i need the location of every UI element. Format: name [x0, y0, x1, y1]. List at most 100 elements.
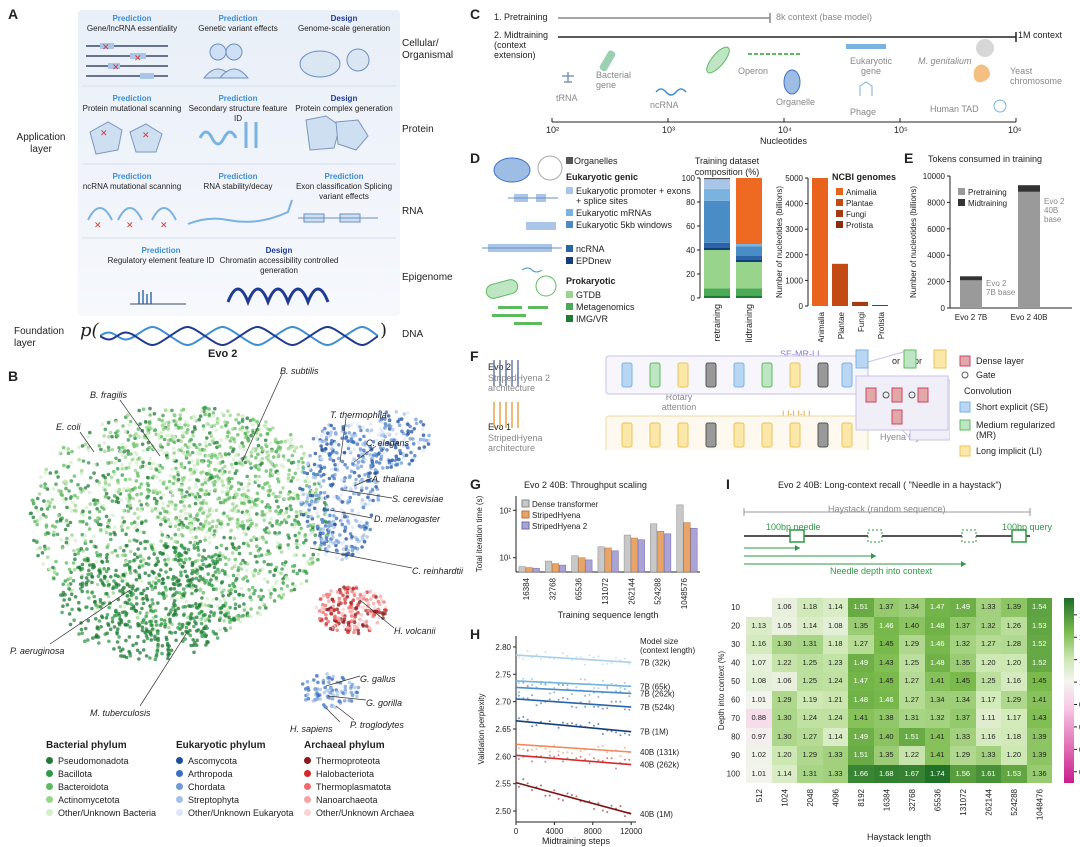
legend-item: Halobacteriota: [304, 769, 374, 779]
umap-point: [66, 451, 71, 456]
perplexity-point: [522, 778, 525, 781]
umap-point: [45, 555, 50, 559]
series-label: 40B (131k): [640, 748, 679, 757]
umap-point: [298, 509, 303, 514]
legend-swatch: [521, 521, 530, 530]
perplexity-point: [584, 663, 587, 666]
x-axis-label: Training sequence length: [558, 610, 659, 620]
umap-point: [243, 460, 248, 465]
perplexity-point: [619, 734, 622, 737]
arch-block: [733, 362, 745, 388]
perplexity-point: [570, 722, 573, 725]
umap-point: [245, 474, 249, 479]
umap-point: [212, 423, 217, 428]
perplexity-point: [575, 706, 578, 709]
umap-point: [263, 438, 268, 443]
perplexity-point: [593, 656, 595, 659]
legend-swatch: [176, 809, 183, 816]
umap-point: [265, 580, 270, 584]
umap-point: [70, 449, 74, 454]
legend-label: Protista: [846, 221, 874, 230]
perplexity-point: [557, 797, 560, 800]
perplexity-point: [619, 754, 622, 757]
row-label-epigenome: Epigenome: [402, 272, 453, 283]
legend-long-implicit: Long implicit (LI): [976, 446, 1043, 456]
umap-point: [52, 533, 56, 537]
axis-tick-label: 2.50: [495, 807, 511, 816]
throughput-title: Evo 2 40B: Throughput scaling: [524, 480, 647, 490]
umap-point: [51, 487, 56, 491]
umap-point: [141, 407, 146, 411]
perplexity-point: [522, 681, 525, 684]
app-item: Design Protein complex generation: [295, 94, 393, 113]
legend-swatches: [959, 355, 971, 457]
legend-swatch: [836, 210, 843, 217]
x-tick-label: 131072: [601, 577, 610, 604]
axis-tick-label: 1000: [785, 276, 803, 285]
umap-point: [65, 505, 69, 510]
perplexity-point: [606, 707, 609, 710]
perplexity-point: [601, 759, 604, 762]
bar-annotation: Evo 2: [986, 279, 1007, 288]
umap-point: [73, 538, 78, 543]
umap-point: [214, 587, 218, 591]
perplexity-point: [517, 717, 520, 720]
umap-point: [144, 464, 148, 468]
umap-point: [205, 436, 209, 440]
umap-point: [317, 496, 321, 501]
legend-item: Chordata: [176, 782, 225, 792]
axis-tick-label: 2.75: [495, 670, 511, 679]
legend-label: Fungi: [846, 210, 866, 219]
umap-point: [214, 545, 219, 550]
app-item: Design Chromatin accessibility controlled…: [219, 246, 339, 275]
umap-point: [244, 568, 249, 573]
perplexity-point: [562, 799, 564, 802]
app-item: Prediction Exon classification Splicing v…: [295, 172, 393, 201]
umap-point: [293, 533, 298, 538]
umap-point: [241, 541, 246, 546]
perplexity-point: [544, 760, 547, 763]
throughput-bar: [518, 566, 526, 573]
umap-point: [176, 438, 181, 443]
perplexity-point: [606, 686, 609, 689]
legend-swatch: [566, 157, 573, 164]
umap-point: [135, 471, 140, 475]
umap-point: [239, 482, 244, 486]
y-tick-label: 100: [727, 770, 741, 779]
umap-point: [269, 562, 273, 567]
umap-point: [190, 430, 195, 434]
perplexity-point: [566, 751, 569, 754]
perplexity-point: [597, 705, 600, 708]
umap-point: [173, 608, 177, 613]
legend-item: Pseudomonadota: [46, 756, 129, 766]
x-tick-label: 131072: [959, 788, 968, 815]
composition-chart: 0 20 40 60 80 100 Pretraining Midtraining: [682, 174, 762, 342]
perplexity-point: [615, 700, 617, 703]
legend-label: Other/Unknown Archaea: [316, 808, 415, 818]
umap-point: [119, 575, 123, 580]
umap-point: [95, 507, 99, 511]
umap-point: [81, 519, 85, 524]
umap-point: [99, 447, 103, 452]
umap-point: [115, 467, 120, 471]
umap-point: [304, 483, 309, 488]
perplexity-point: [606, 751, 609, 754]
umap-point: [274, 499, 279, 503]
perplexity-point: [588, 654, 591, 657]
perplexity-point: [593, 687, 595, 689]
ncbi-bar: [812, 178, 828, 306]
umap-point: [139, 521, 144, 525]
perplexity-point: [623, 746, 626, 749]
umap-point: [174, 553, 179, 558]
arch-block: [649, 362, 661, 388]
perplexity-point: [548, 692, 551, 695]
legend-swatch: [566, 221, 573, 228]
umap-point: [267, 588, 272, 593]
y-axis-label: Total iteration time (s): [475, 495, 484, 572]
x-tick-label: 2048: [806, 788, 815, 806]
umap-point: [124, 560, 128, 564]
umap-point: [262, 560, 266, 564]
bar-annotation: Evo 2: [1044, 197, 1065, 206]
legend-swatch: [46, 757, 53, 764]
perplexity-point: [548, 754, 551, 757]
